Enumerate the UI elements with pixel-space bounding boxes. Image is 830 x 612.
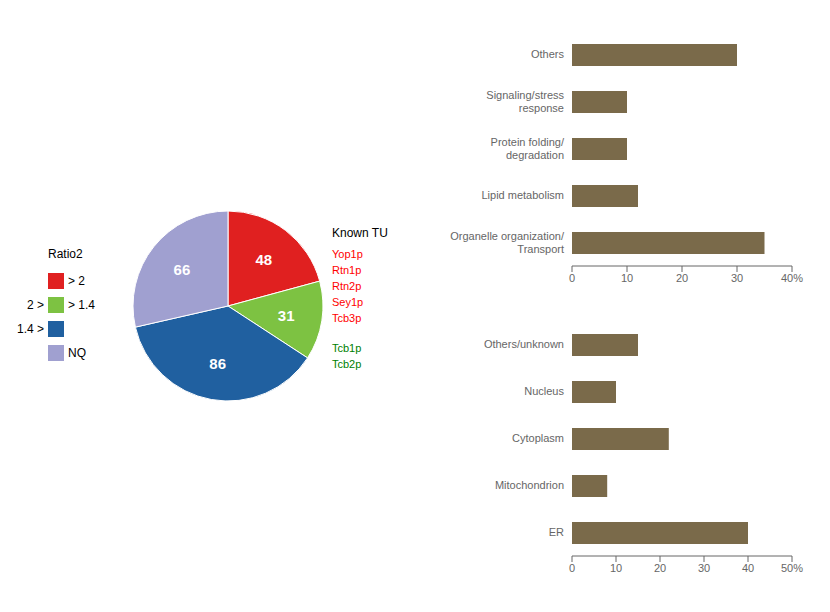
html-text:Rtn2p: Rtn2p [332,280,362,292]
svg-text:20: 20 [676,272,688,284]
svg-text:Others/unknown: Others/unknown [484,338,564,350]
svg-text:20: 20 [654,562,666,574]
html-text:> 2: > 2 [68,274,85,288]
html-text:1.4 >: 1.4 > [17,322,44,336]
svg-text:Lipid metabolism: Lipid metabolism [481,189,564,201]
svg-text:48: 48 [255,251,272,268]
svg-text:Mitochondrion: Mitochondrion [495,479,564,491]
svg-text:ER: ER [549,526,564,538]
svg-text:66: 66 [174,261,191,278]
html-text:NQ: NQ [68,346,86,360]
html-text:Rtn1p: Rtn1p [332,264,362,276]
html-text:2 >: 2 > [27,298,44,312]
svg-text:30: 30 [731,272,743,284]
html-text:Yop1p: Yop1p [332,248,363,260]
svg-text:10: 10 [610,562,622,574]
svg-text:31: 31 [278,307,295,324]
html-text:Known TU: Known TU [332,226,388,240]
svg-text:Nucleus: Nucleus [524,385,564,397]
svg-text:86: 86 [209,355,226,372]
html-text:Tcb2p: Tcb2p [332,358,362,370]
svg-text:30: 30 [698,562,710,574]
html-text:Tcb1p: Tcb1p [332,342,362,354]
html-text:> 1.4: > 1.4 [68,298,95,312]
svg-text:40: 40 [742,562,754,574]
svg-text:Signaling/stressresponse: Signaling/stressresponse [486,89,564,114]
svg-text:Protein folding/degradation: Protein folding/degradation [491,136,565,161]
html-text:Sey1p: Sey1p [332,296,364,308]
svg-text:Others: Others [531,48,565,60]
svg-text:50%: 50% [781,562,803,574]
svg-text:40%: 40% [781,272,803,284]
svg-text:Cytoplasm: Cytoplasm [512,432,564,444]
html-text:Ratio2: Ratio2 [48,247,83,261]
svg-text:Organelle organization/Transpo: Organelle organization/Transport [450,230,565,255]
svg-text:0: 0 [569,562,575,574]
svg-text:0: 0 [569,272,575,284]
svg-text:10: 10 [621,272,633,284]
html-text:Tcb3p: Tcb3p [332,312,362,324]
